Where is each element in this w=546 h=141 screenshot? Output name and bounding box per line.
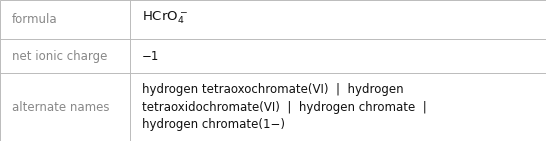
- Text: alternate names: alternate names: [12, 101, 110, 114]
- Text: net ionic charge: net ionic charge: [12, 50, 108, 63]
- Text: hydrogen tetraoxochromate(VI)  |  hydrogen
tetraoxidochromate(VI)  |  hydrogen c: hydrogen tetraoxochromate(VI) | hydrogen…: [142, 83, 426, 131]
- Text: $\mathrm{HCrO_4^-}$: $\mathrm{HCrO_4^-}$: [142, 9, 188, 26]
- Text: formula: formula: [12, 13, 58, 26]
- Text: −1: −1: [142, 50, 159, 63]
